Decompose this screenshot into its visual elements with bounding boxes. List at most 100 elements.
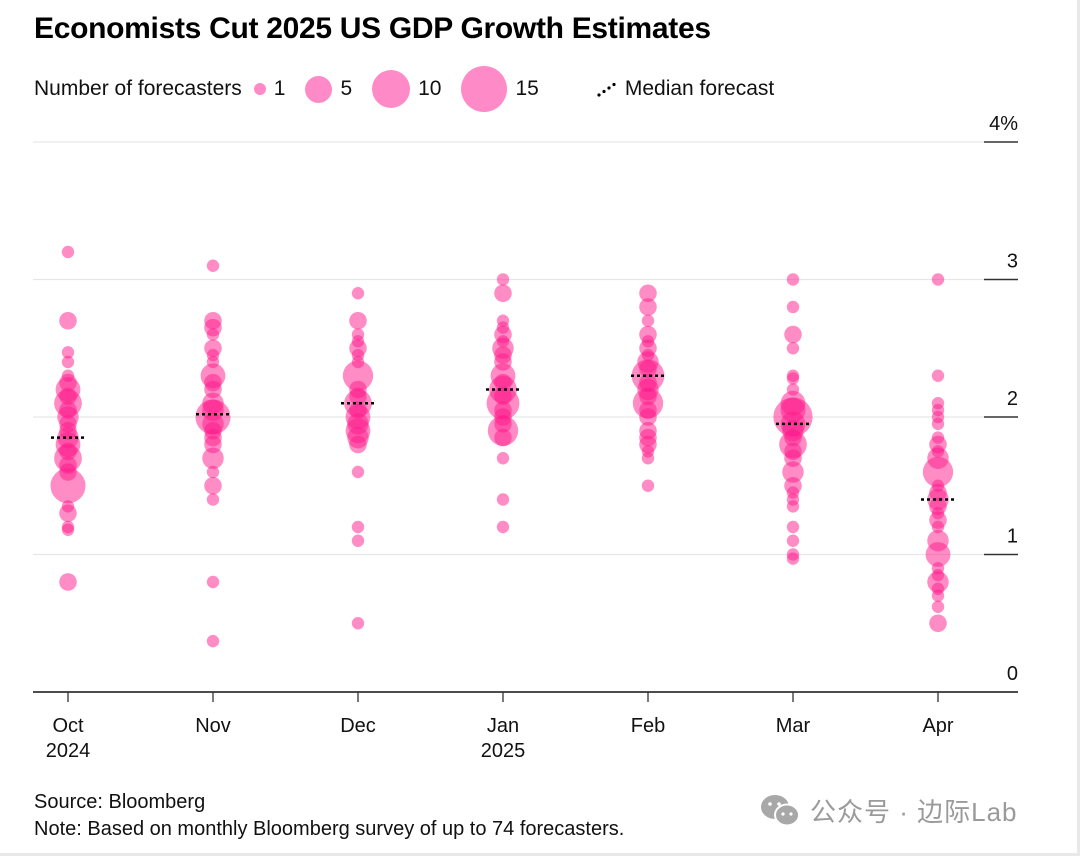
bubble xyxy=(931,589,945,602)
bubble xyxy=(206,575,220,589)
y-tick-label: 4% xyxy=(989,113,1018,135)
bubble xyxy=(59,463,77,481)
bubble xyxy=(931,445,945,458)
bubble xyxy=(61,245,75,259)
bubble xyxy=(351,617,365,630)
bubble xyxy=(59,573,77,591)
bubble xyxy=(931,369,945,382)
bubble xyxy=(494,415,512,433)
legend-bubble xyxy=(372,70,411,108)
bubble xyxy=(206,259,220,272)
bubble xyxy=(61,355,75,369)
bubble xyxy=(59,311,77,330)
frame-edge xyxy=(1077,0,1080,856)
bubble xyxy=(639,360,657,378)
watermark-text: 公众号 · 边际Lab xyxy=(810,797,1018,827)
note-text: Note: Based on monthly Bloomberg survey … xyxy=(34,818,625,840)
legend-bubble xyxy=(305,75,333,103)
legend-size-label: 1 xyxy=(273,77,286,100)
bubble xyxy=(351,355,365,369)
legend-size-10: 10 xyxy=(372,70,441,108)
bubble xyxy=(786,300,800,314)
legend-size-label: 5 xyxy=(340,77,353,100)
x-tick-label: Oct xyxy=(52,715,84,737)
bubble xyxy=(351,287,365,300)
bubble xyxy=(786,552,800,565)
bubble xyxy=(639,408,657,426)
legend-size-label: 10 xyxy=(418,77,442,100)
bubble xyxy=(929,614,947,633)
legend-median: Median forecast xyxy=(597,77,774,101)
bubble xyxy=(204,380,222,399)
axis-layer: 4% 3 2 1 0 Oct 2024 Nov Dec Jan 2025 Feb Mar Apr xyxy=(33,113,1018,762)
median-line-icon xyxy=(597,82,616,97)
bubble xyxy=(639,387,657,406)
legend-size-5: 5 xyxy=(305,75,353,103)
bubble xyxy=(349,387,367,406)
bubble xyxy=(494,284,512,303)
bubble xyxy=(496,321,510,334)
bubble xyxy=(206,355,220,369)
bubble xyxy=(349,311,367,330)
bubble xyxy=(204,435,222,454)
x-tick-label: Apr xyxy=(922,715,953,737)
bubble xyxy=(786,383,800,396)
y-tick-label: 1 xyxy=(1007,526,1018,548)
bubble xyxy=(206,465,220,479)
bubble xyxy=(927,530,949,552)
y-tick-label: 0 xyxy=(1007,663,1018,685)
bubble xyxy=(204,476,222,495)
bubble xyxy=(782,461,804,483)
source-text: Source: Bloomberg xyxy=(34,791,206,813)
bubble xyxy=(202,447,224,469)
bubble xyxy=(786,534,800,547)
bubble xyxy=(786,342,800,355)
bubble-column xyxy=(773,273,813,565)
bubble xyxy=(641,314,655,327)
x-tick-sublabel: 2024 xyxy=(46,740,91,762)
x-tick-label: Mar xyxy=(776,715,811,737)
bubble xyxy=(342,360,374,391)
bubble-column xyxy=(195,259,231,648)
x-tick-label: Jan xyxy=(487,715,519,737)
bubble xyxy=(494,387,512,406)
bubble xyxy=(50,468,86,504)
bubble xyxy=(496,493,510,506)
bubble xyxy=(351,520,365,534)
bubble-chart: 4% 3 2 1 0 Oct 2024 Nov Dec Jan 2025 Feb Mar Apr xyxy=(33,113,1018,762)
bubble xyxy=(786,372,800,385)
bubble-column xyxy=(50,245,86,591)
bubble xyxy=(639,284,657,303)
bubble xyxy=(641,335,655,348)
bubble xyxy=(784,428,802,447)
bubble xyxy=(349,435,367,454)
bubble xyxy=(349,401,367,419)
bubble xyxy=(351,335,365,348)
bubble xyxy=(494,428,512,447)
bubble xyxy=(494,353,512,371)
bubble xyxy=(639,298,657,316)
bubble xyxy=(931,479,945,492)
bubble xyxy=(641,348,655,362)
bubble xyxy=(641,452,655,465)
bubble-layer xyxy=(50,245,954,648)
bubble xyxy=(206,493,220,506)
bubble xyxy=(784,325,802,344)
legend-size-15: 15 xyxy=(461,66,539,112)
bubble xyxy=(59,421,77,440)
bubble xyxy=(61,500,75,513)
bubble xyxy=(351,534,365,547)
chart-title: Economists Cut 2025 US GDP Growth Estima… xyxy=(34,12,711,45)
bubble xyxy=(641,479,655,492)
watermark: 公众号 · 边际Lab xyxy=(760,792,1018,829)
bubble xyxy=(61,346,75,359)
bubble-column xyxy=(631,284,665,492)
bubble xyxy=(61,523,75,536)
legend-size-1: 1 xyxy=(253,77,286,101)
bubble xyxy=(206,634,220,648)
bubble xyxy=(931,417,945,431)
bubble xyxy=(496,273,510,286)
legend-title: Number of forecasters xyxy=(34,77,242,100)
x-tick-label: Dec xyxy=(340,715,376,737)
footer: Source: Bloomberg Note: Based on monthly… xyxy=(34,789,624,843)
